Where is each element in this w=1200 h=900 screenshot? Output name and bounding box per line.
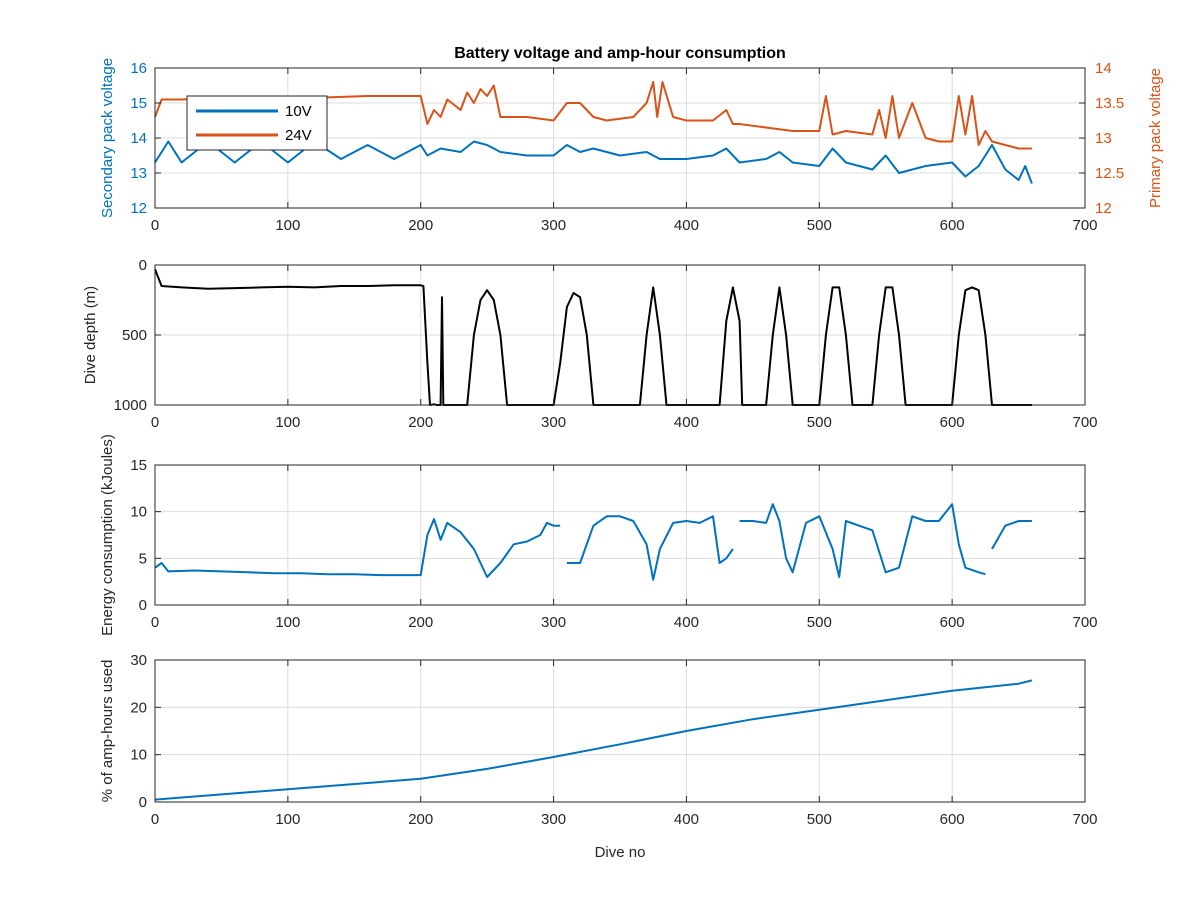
energy-panel: 0 100 200 300 400 500 600 700 0 5 10 15 Energy cons…: [99, 434, 1098, 636]
voltage-panel: Battery voltage and amp-hour consumption…: [99, 45, 1164, 234]
x-tick-label: 100: [275, 217, 300, 234]
y-tick-label: 15: [130, 457, 147, 474]
x-tick-label: 200: [408, 217, 433, 234]
y-tick-label: 16: [130, 60, 147, 77]
x-tick-label: 200: [408, 811, 433, 828]
x-tick-label: 300: [541, 414, 566, 431]
right-y-tick-label: 13: [1095, 130, 1112, 147]
x-tick-label: 0: [151, 811, 159, 828]
x-tick-label: 600: [940, 614, 965, 631]
series-line-p3-0: [154, 503, 1032, 581]
y-tick-label: 15: [130, 95, 147, 112]
x-tick-label: 400: [674, 414, 699, 431]
energy-y-axis-label: Energy consumption (kJoules): [99, 434, 116, 636]
x-tick-label: 400: [674, 811, 699, 828]
x-tick-label: 200: [408, 614, 433, 631]
amphours-y-axis-label: % of amp-hours used: [99, 660, 116, 803]
y-tick-label: 13: [130, 165, 147, 182]
x-tick-label: 0: [151, 614, 159, 631]
amphours-panel: 0 100 200 300 400 500 600 700 0 10 20 30 % of amp-h…: [99, 652, 1098, 861]
x-tick-label: 100: [275, 614, 300, 631]
y-tick-label: 30: [130, 652, 147, 669]
x-tick-label: 500: [807, 414, 832, 431]
legend-box: [186, 95, 328, 151]
y-tick-label: 500: [122, 327, 147, 344]
right-y-tick-label: 14: [1095, 60, 1112, 77]
x-tick-label: 300: [541, 811, 566, 828]
x-tick-label: 500: [807, 614, 832, 631]
x-tick-label: 700: [1072, 414, 1097, 431]
x-tick-label: 600: [940, 217, 965, 234]
x-tick-label: 600: [940, 811, 965, 828]
x-tick-label: 0: [151, 414, 159, 431]
series-line-10v: [154, 140, 1033, 184]
y-tick-label: 14: [130, 130, 147, 147]
energy-axes-box: [154, 464, 1086, 606]
x-tick-label: 0: [151, 217, 159, 234]
x-tick-label: 200: [408, 414, 433, 431]
right-y-tick-label: 12.5: [1095, 165, 1124, 182]
y-tick-label: 12: [130, 200, 147, 217]
series-line-24v: [154, 81, 1032, 150]
y-tick-label: 20: [130, 699, 147, 716]
y-tick-label: 10: [130, 504, 147, 521]
x-tick-label: 400: [674, 217, 699, 234]
x-axis-label: Dive no: [595, 844, 646, 861]
y-tick-label: 0: [139, 257, 147, 274]
chart-title: Battery voltage and amp-hour consumption: [454, 45, 786, 62]
depth-y-axis-label: Dive depth (m): [82, 286, 99, 384]
y-tick-label: 1000: [114, 397, 147, 414]
x-tick-label: 700: [1072, 217, 1097, 234]
x-tick-label: 600: [940, 414, 965, 431]
x-tick-label: 300: [541, 614, 566, 631]
legend-label-10v: 10V: [285, 103, 312, 120]
x-tick-label: 400: [674, 614, 699, 631]
y-tick-label: 0: [139, 794, 147, 811]
legend: 10V 24V: [186, 95, 328, 151]
x-tick-label: 100: [275, 811, 300, 828]
x-tick-label: 700: [1072, 811, 1097, 828]
right-y-tick-label: 12: [1095, 200, 1112, 217]
right-y-axis-label: Primary pack voltage: [1147, 68, 1164, 208]
amphours-axes-box: [154, 659, 1086, 803]
y-tick-label: 0: [139, 597, 147, 614]
x-tick-label: 300: [541, 217, 566, 234]
y-tick-label: 5: [139, 550, 147, 567]
series-line-p2-0: [154, 268, 1032, 406]
y-tick-label: 10: [130, 747, 147, 764]
series-line-p4-0: [154, 679, 1033, 801]
x-tick-label: 700: [1072, 614, 1097, 631]
left-y-axis-label: Secondary pack voltage: [99, 58, 116, 218]
legend-label-24v: 24V: [285, 127, 312, 144]
right-y-tick-label: 13.5: [1095, 95, 1124, 112]
depth-panel: 0 100 200 300 400 500 600 700 0 500 1000 Dive dept…: [82, 257, 1098, 431]
x-tick-label: 500: [807, 217, 832, 234]
x-tick-label: 500: [807, 811, 832, 828]
x-tick-label: 100: [275, 414, 300, 431]
